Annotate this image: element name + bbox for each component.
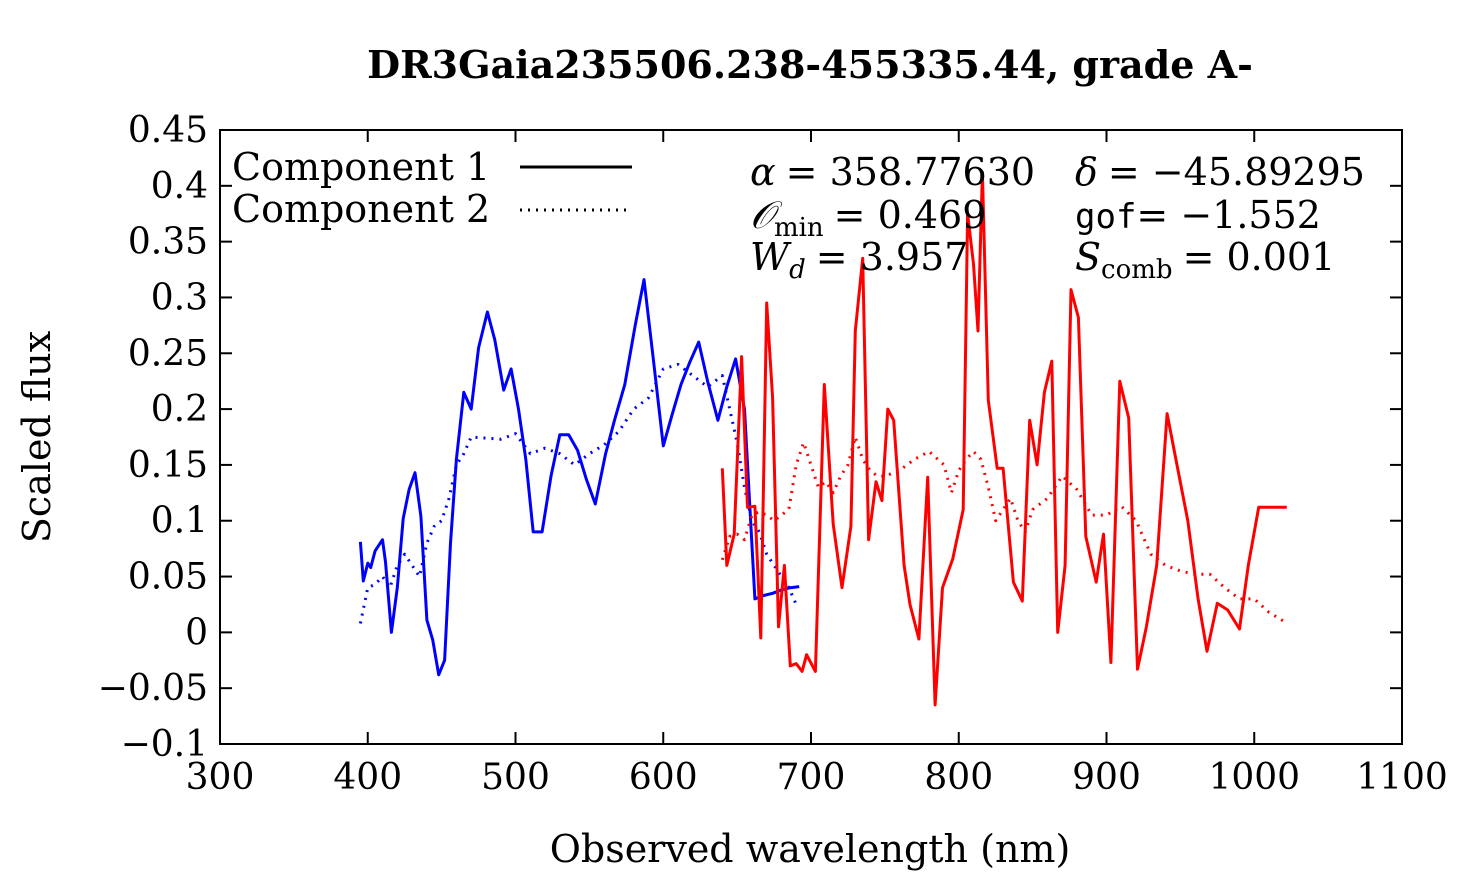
alpha-symbol: α	[750, 150, 776, 194]
x-tick-label: 400	[333, 757, 402, 798]
y-tick-label: 0.2	[151, 389, 208, 430]
delta-value: = −45.89295	[1108, 150, 1365, 194]
legend-label-component-2: Component 2	[232, 187, 490, 231]
x-tick-label: 900	[1072, 757, 1141, 798]
x-tick-label: 800	[924, 757, 993, 798]
wd-annotation: Wd = 3.957	[750, 235, 968, 285]
wd-value: = 3.957	[816, 235, 969, 279]
series-line-3-solid	[720, 170, 1287, 707]
series-line-4-dotted	[720, 435, 1285, 623]
delta-symbol: δ	[1075, 150, 1098, 194]
x-tick-label: 1100	[1356, 757, 1448, 798]
omin-subscript: min	[774, 213, 824, 243]
omin-value: = 0.469	[834, 193, 987, 237]
scomb-annotation: Scomb = 0.001	[1075, 235, 1335, 285]
series-line-2-dotted	[358, 362, 798, 624]
y-tick-label: 0.05	[128, 557, 208, 598]
legend-label-component-1: Component 1	[232, 145, 490, 189]
x-axis-label: Observed wavelength (nm)	[550, 827, 1071, 871]
wd-symbol: W	[750, 235, 792, 279]
scomb-value: = 0.001	[1183, 235, 1336, 279]
y-tick-label: −0.05	[98, 668, 208, 709]
scomb-symbol: S	[1075, 235, 1101, 279]
gof-symbol: gof	[1075, 197, 1136, 237]
x-tick-label: 500	[481, 757, 550, 798]
delta-annotation: δ = −45.89295	[1075, 150, 1365, 194]
alpha-annotation: α = 358.77630	[750, 150, 1035, 194]
series-line-1-solid	[358, 278, 800, 677]
y-tick-label: 0.3	[151, 277, 208, 318]
wd-subscript: d	[789, 255, 806, 285]
y-tick-label: 0.4	[151, 166, 208, 207]
series-layer	[358, 170, 1287, 707]
x-tick-label: 300	[186, 757, 255, 798]
x-tick-label: 1000	[1208, 757, 1300, 798]
x-tick-label: 600	[629, 757, 698, 798]
y-tick-label: 0.45	[128, 110, 208, 151]
y-tick-label: 0.15	[128, 445, 208, 486]
y-axis-label: Scaled flux	[15, 331, 59, 543]
gof-value: = −1.552	[1136, 193, 1321, 237]
chart-title: DR3Gaia235506.238-455335.44, grade A-	[367, 42, 1253, 87]
alpha-value: = 358.77630	[786, 150, 1035, 194]
fit-annotations: α = 358.77630 δ = −45.89295 𝒪min = 0.469 go…	[750, 150, 1365, 285]
y-tick-label: −0.1	[121, 724, 208, 765]
y-tick-label: 0	[185, 612, 208, 653]
y-tick-label: 0.1	[151, 501, 208, 542]
y-tick-label: 0.25	[128, 333, 208, 374]
legend: Component 1 Component 2	[232, 145, 632, 231]
scomb-subscript: comb	[1101, 255, 1173, 285]
gof-annotation: gof= −1.552	[1075, 193, 1321, 237]
y-tick-label: 0.35	[128, 222, 208, 263]
axis-ticks: 300 400 500 600 700 800 900 1000 1100 −0.1 −0.05 0 0…	[98, 110, 1448, 798]
x-tick-label: 700	[777, 757, 846, 798]
